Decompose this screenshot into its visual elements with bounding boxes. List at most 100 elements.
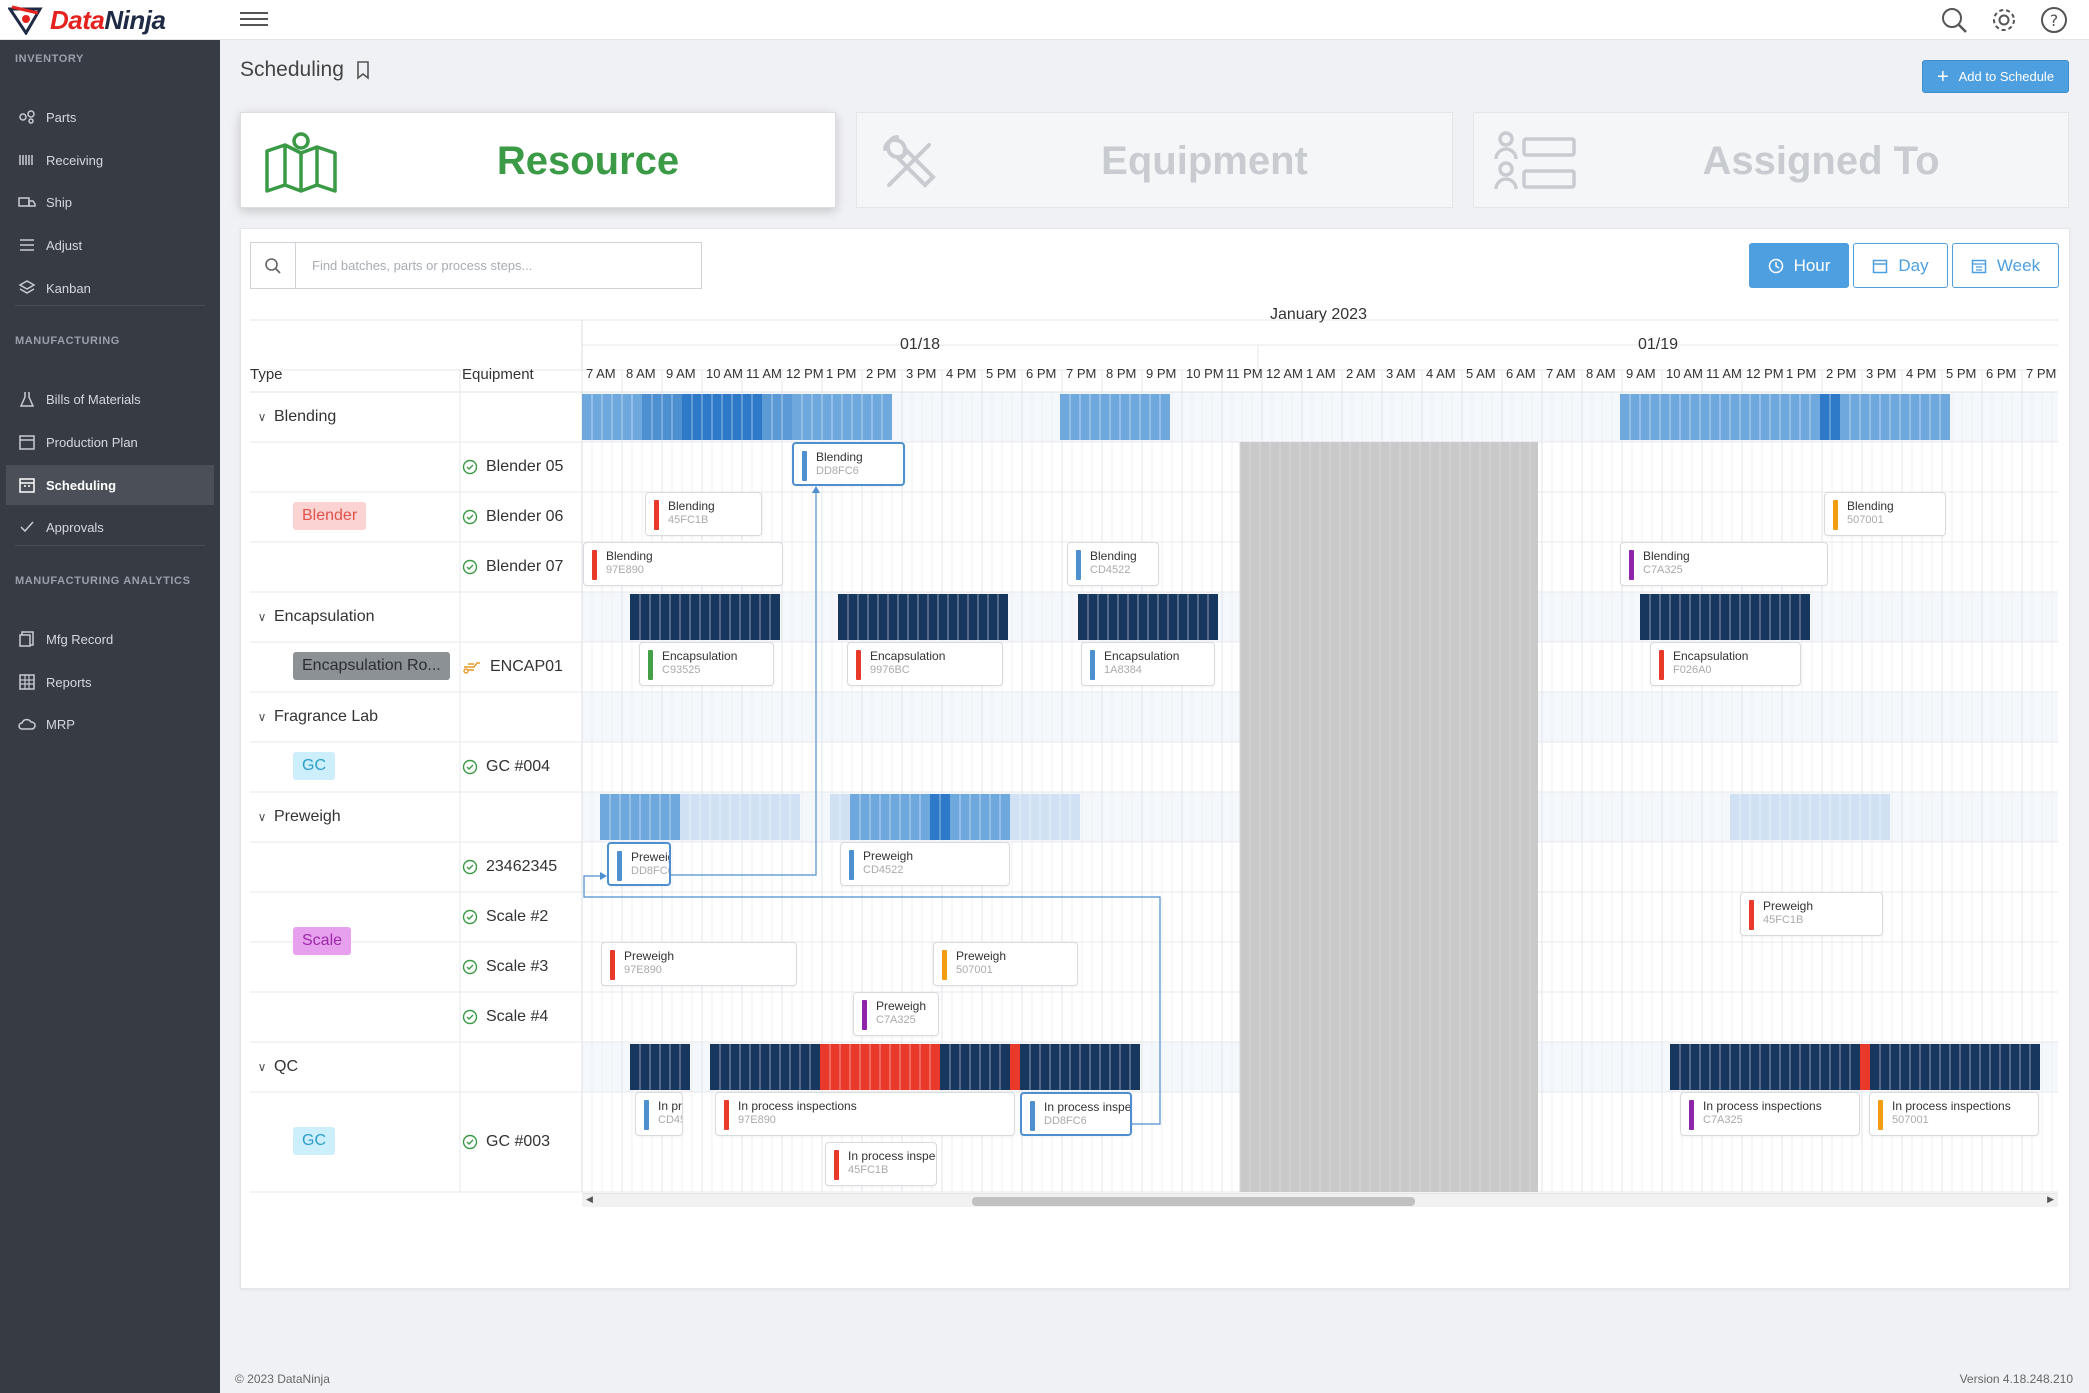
- sidebar-item-label: Production Plan: [46, 434, 138, 450]
- task-card[interactable]: Blending CD4522: [1067, 542, 1159, 586]
- tab-equipment[interactable]: Equipment: [856, 112, 1453, 208]
- task-card[interactable]: Preweigh CD4522: [840, 842, 1010, 886]
- tab-assigned-to[interactable]: Assigned To: [1473, 112, 2069, 208]
- equipment-gc-003[interactable]: GC #003: [462, 1092, 578, 1192]
- equipment-scale-3[interactable]: Scale #3: [462, 942, 578, 992]
- task-card[interactable]: Blending 97E890: [583, 542, 783, 586]
- sidebar-item-mrp[interactable]: MRP: [6, 704, 214, 744]
- task-card[interactable]: Preweigh 45FC1B: [1740, 892, 1883, 936]
- sidebar: INVENTORY Parts Receiving Ship Adjust Ka…: [0, 40, 220, 1393]
- hour-header: 8 AM: [1586, 366, 1616, 381]
- dependency-connector: [671, 488, 817, 876]
- sidebar-item-scheduling[interactable]: Scheduling: [6, 465, 214, 505]
- sidebar-item-mfg-record[interactable]: Mfg Record: [6, 619, 214, 659]
- sidebar-item-kanban[interactable]: Kanban: [6, 268, 214, 308]
- task-card[interactable]: In process inspectionsDD8FC6: [1020, 1092, 1132, 1136]
- hour-header: 10 PM: [1186, 366, 1224, 381]
- task-card[interactable]: In process inspections 97E890: [715, 1092, 1015, 1136]
- top-bar: DataNinja ?: [0, 0, 2089, 40]
- task-card[interactable]: Preweigh 97E890: [601, 942, 797, 986]
- sidebar-item-production-plan[interactable]: Production Plan: [6, 422, 214, 462]
- group-row-preweigh[interactable]: ∨ Preweigh: [250, 792, 580, 842]
- task-card[interactable]: Preweigh 507001: [933, 942, 1078, 986]
- load-bar: [710, 1044, 820, 1090]
- view-day-button[interactable]: Day: [1853, 243, 1948, 288]
- resource-badge-blender: Blender: [293, 502, 367, 530]
- search-bar: [250, 242, 702, 289]
- ship-icon: [18, 197, 36, 207]
- equipment-blender-06[interactable]: Blender 06: [462, 492, 578, 542]
- task-card[interactable]: Blending DD8FC6: [792, 442, 905, 486]
- load-bar: [1010, 794, 1080, 840]
- equipment-blender-05[interactable]: Blender 05: [462, 442, 578, 492]
- load-bar: [1870, 1044, 2040, 1090]
- view-week-button[interactable]: Week: [1952, 243, 2059, 288]
- bookmark-icon[interactable]: [352, 59, 374, 81]
- encapsulation-machine-icon: [463, 662, 480, 674]
- task-card[interactable]: In process inspections C7A325: [1680, 1092, 1860, 1136]
- scroll-left-icon[interactable]: ◀: [586, 1194, 593, 1204]
- dependency-connector: [583, 875, 1161, 1125]
- sidebar-item-approvals[interactable]: Approvals: [6, 507, 214, 547]
- equipment-blender-07[interactable]: Blender 07: [462, 542, 578, 592]
- task-card[interactable]: In process inspections 507001: [1869, 1092, 2039, 1136]
- arrow-icon: [812, 486, 820, 493]
- group-row-qc[interactable]: ∨ QC: [250, 1042, 580, 1092]
- search-button[interactable]: [251, 243, 296, 288]
- task-card[interactable]: In process inspectionsCD4522: [635, 1092, 683, 1136]
- group-row-fragrance-lab[interactable]: ∨ Fragrance Lab: [250, 692, 580, 742]
- equipment-encap01[interactable]: ENCAP01: [462, 642, 578, 692]
- sidebar-item-label: Bills of Materials: [46, 391, 141, 407]
- task-card[interactable]: Encapsulation C93525: [639, 642, 774, 686]
- help-icon[interactable]: ?: [2040, 6, 2068, 34]
- task-card[interactable]: In process inspections45FC1B: [825, 1142, 937, 1186]
- horizontal-scrollbar[interactable]: ◀ ▶: [582, 1193, 2058, 1207]
- search-input[interactable]: [296, 243, 701, 288]
- task-card[interactable]: Encapsulation 9976BC: [847, 642, 1003, 686]
- resource-badge-encapsulation-room: Encapsulation Ro...: [293, 652, 450, 680]
- hour-header: 1 PM: [1786, 366, 1817, 381]
- task-card[interactable]: Blending 45FC1B: [645, 492, 762, 536]
- resource-badge-gc: GC: [293, 1127, 335, 1155]
- view-hour-button[interactable]: Hour: [1749, 243, 1849, 288]
- equipment-23462345[interactable]: 23462345: [462, 842, 578, 892]
- sidebar-item-ship[interactable]: Ship: [6, 182, 214, 222]
- task-card[interactable]: PreweighDD8FC6: [607, 842, 671, 886]
- load-bar: [762, 394, 792, 440]
- sidebar-item-adjust[interactable]: Adjust: [6, 225, 214, 265]
- sidebar-item-label: Parts: [46, 109, 77, 125]
- scrollbar-thumb[interactable]: [972, 1197, 1415, 1206]
- sidebar-item-parts[interactable]: Parts: [6, 97, 214, 137]
- check-circle-icon: [462, 909, 478, 925]
- logo-icon: [8, 5, 43, 35]
- task-card[interactable]: Encapsulation F026A0: [1650, 642, 1801, 686]
- hour-header: 1 PM: [826, 366, 857, 381]
- task-card[interactable]: Encapsulation 1A8384: [1081, 642, 1215, 686]
- task-card[interactable]: Blending 507001: [1824, 492, 1946, 536]
- task-card[interactable]: Preweigh C7A325: [853, 992, 939, 1036]
- logo[interactable]: DataNinja: [8, 3, 218, 37]
- gear-icon[interactable]: [1990, 6, 2018, 34]
- sidebar-item-receiving[interactable]: Receiving: [6, 140, 214, 180]
- tools-icon: [883, 135, 936, 188]
- scroll-right-icon[interactable]: ▶: [2047, 1194, 2054, 1204]
- tab-resource[interactable]: Resource: [240, 112, 836, 208]
- sidebar-item-reports[interactable]: Reports: [6, 662, 214, 702]
- hour-header: 10 AM: [1666, 366, 1703, 381]
- hour-header: 11 AM: [746, 366, 782, 381]
- group-row-blending[interactable]: ∨ Blending: [250, 392, 580, 442]
- sidebar-item-label: MRP: [46, 716, 75, 732]
- menu-icon[interactable]: [240, 8, 268, 32]
- hour-header: 9 AM: [666, 366, 696, 381]
- search-icon[interactable]: [1940, 6, 1968, 34]
- add-to-schedule-button[interactable]: + Add to Schedule: [1922, 60, 2069, 93]
- equipment-scale-2[interactable]: Scale #2: [462, 892, 578, 942]
- hour-header: 7 AM: [1546, 366, 1576, 381]
- sidebar-section-label: MANUFACTURING ANALYTICS: [15, 575, 191, 587]
- task-card[interactable]: Blending C7A325: [1620, 542, 1828, 586]
- sidebar-item-bills-of-materials[interactable]: Bills of Materials: [6, 379, 214, 419]
- clock-icon: [1768, 258, 1783, 273]
- group-row-encapsulation[interactable]: ∨ Encapsulation: [250, 592, 580, 642]
- equipment-gc-004[interactable]: GC #004: [462, 742, 578, 792]
- equipment-scale-4[interactable]: Scale #4: [462, 992, 578, 1042]
